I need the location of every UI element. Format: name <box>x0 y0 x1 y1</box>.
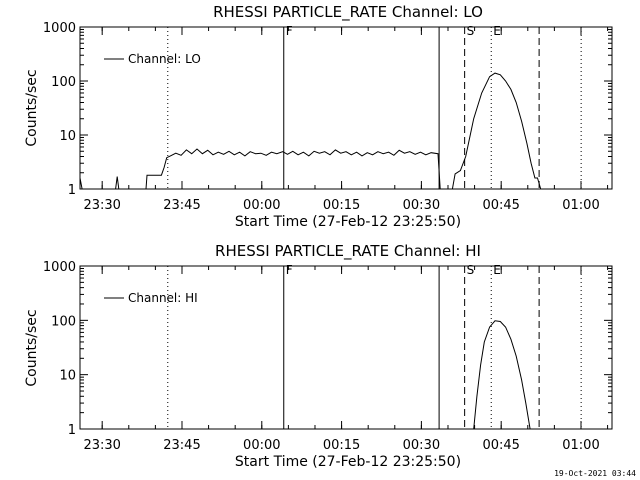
y-tick-label: 1000 <box>43 260 76 275</box>
series-line <box>79 72 542 190</box>
legend: Channel: HI <box>104 291 198 305</box>
y-tick-label: 100 <box>51 75 76 90</box>
y-axis-label: Counts/sec <box>24 309 40 386</box>
x-tick-label: 00:15 <box>323 198 360 213</box>
x-tick-label: 00:45 <box>482 438 519 453</box>
x-tick-label: 00:00 <box>243 438 280 453</box>
x-tick-label: 00:00 <box>243 198 280 213</box>
x-tick-label: 23:30 <box>83 198 120 213</box>
legend-label: Channel: HI <box>128 291 198 305</box>
x-tick-label: 23:30 <box>83 438 120 453</box>
x-tick-label: 00:45 <box>482 198 519 213</box>
x-tick-label: 00:15 <box>323 438 360 453</box>
x-tick-label: 23:45 <box>163 198 200 213</box>
marker-label: E <box>493 24 501 38</box>
plot-frame <box>79 26 613 190</box>
chart-panel-hi: RHESSI PARTICLE_RATE Channel: HI Start T… <box>24 242 613 470</box>
x-tick-label: 00:30 <box>403 438 440 453</box>
plot-area: 1 10 100 1000 23:30 23:45 00:00 00:15 00:30 00:45… <box>43 21 613 213</box>
y-tick-label: 1000 <box>43 21 76 36</box>
x-axis-label: Start Time (27-Feb-12 23:25:50) <box>235 214 461 230</box>
legend-label: Channel: LO <box>128 52 201 66</box>
y-tick-label: 1 <box>68 183 76 198</box>
plot-area: 1 10 100 1000 23:30 23:45 00:00 00:15 00:30 00:45… <box>43 260 613 453</box>
y-tick-label: 1 <box>68 423 76 438</box>
x-tick-label: 23:45 <box>163 438 200 453</box>
footer-timestamp: 19-Oct-2021 03:44 <box>554 469 636 478</box>
chart-title: RHESSI PARTICLE_RATE Channel: LO <box>213 3 483 22</box>
chart-panel-lo: RHESSI PARTICLE_RATE Channel: LO Start T… <box>24 3 613 230</box>
x-tick-label: 01:00 <box>562 198 599 213</box>
plot-frame <box>79 265 613 430</box>
y-tick-label: 10 <box>59 129 76 144</box>
marker-label: S <box>467 263 475 277</box>
series-line <box>473 320 531 430</box>
x-tick-label: 00:30 <box>403 198 440 213</box>
marker-label: F <box>286 24 293 38</box>
y-axis-label: Counts/sec <box>24 69 40 146</box>
x-axis-label: Start Time (27-Feb-12 23:25:50) <box>235 454 461 470</box>
marker-label: E <box>493 263 501 277</box>
marker-label: F <box>286 263 293 277</box>
chart-title: RHESSI PARTICLE_RATE Channel: HI <box>215 242 481 261</box>
marker-label: S <box>467 24 475 38</box>
x-tick-label: 01:00 <box>562 438 599 453</box>
y-tick-label: 100 <box>51 314 76 329</box>
legend: Channel: LO <box>104 52 201 66</box>
y-tick-label: 10 <box>59 369 76 384</box>
